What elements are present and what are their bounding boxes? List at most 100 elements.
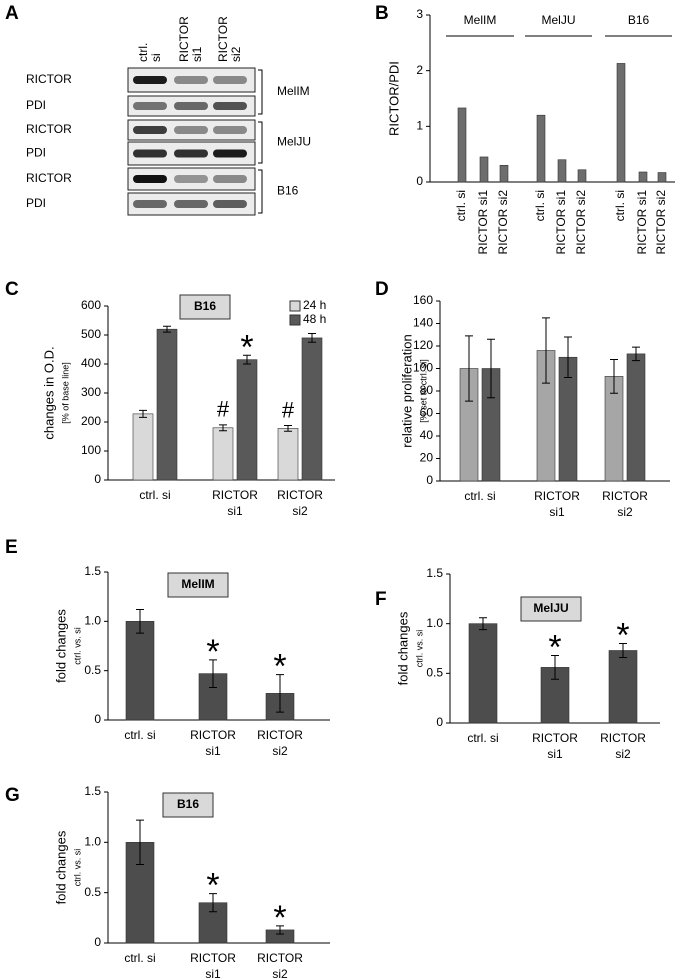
lane-label: ctrl.: [136, 43, 150, 62]
y-tick-label: 60: [420, 406, 434, 420]
blot-band: [213, 149, 247, 158]
panel-label: F: [375, 589, 387, 610]
y-tick-label: 20: [420, 451, 434, 465]
blot-band: [174, 175, 208, 183]
y-axis-label: relative proliferation: [399, 334, 414, 447]
error-bar: [136, 819, 144, 865]
x-tick-label: si1: [549, 505, 565, 519]
significance-marker: *: [206, 867, 219, 905]
blot-band: [174, 102, 208, 110]
y-tick-label: 0: [94, 472, 101, 486]
y-tick-label: 1: [416, 119, 423, 133]
error-bar: [610, 359, 618, 394]
label-box: [520, 596, 582, 622]
panel-title: MelJU: [533, 601, 568, 615]
panel-label: C: [5, 279, 19, 300]
lane-label: RICTOR: [177, 16, 191, 62]
blot-band: [133, 149, 167, 158]
bar: [236, 359, 258, 481]
x-tick-label: RICTOR: [190, 951, 236, 965]
legend-swatch: [289, 314, 301, 326]
legend-swatch: [289, 300, 301, 312]
y-tick-label: 100: [413, 361, 433, 375]
panel-title: B16: [177, 797, 199, 811]
x-tick-label: si1: [205, 744, 221, 758]
y-tick-label: 40: [420, 428, 434, 442]
y-tick-label: 400: [81, 356, 101, 370]
panel-label: D: [375, 279, 389, 300]
bar: [616, 63, 626, 183]
error-bar: [632, 346, 640, 362]
y-tick-label: 140: [413, 316, 433, 330]
blot-band: [213, 76, 247, 84]
x-tick-label: RICTOR si2: [496, 190, 510, 255]
y-axis-label: changes in O.D.: [41, 346, 56, 439]
blot-strip: [127, 167, 256, 191]
x-tick-label: RICTOR si1: [476, 190, 490, 255]
blot-band: [174, 200, 208, 208]
y-tick-label: 0.5: [84, 885, 101, 899]
x-tick-label: ctrl. si: [139, 488, 170, 502]
y-tick-label: 200: [81, 414, 101, 428]
blot-band: [213, 102, 247, 110]
significance-marker: *: [548, 628, 561, 666]
bar: [468, 623, 498, 724]
x-tick-label: RICTOR: [534, 489, 580, 503]
group-label: MelJU: [541, 13, 575, 27]
blot-band: [174, 76, 208, 84]
blot-band: [133, 102, 167, 110]
x-tick-label: ctrl. si: [533, 190, 547, 221]
y-tick-label: 0.5: [84, 663, 101, 677]
y-axis-sublabel: ctrl. vs. si: [72, 627, 82, 665]
row-label: RICTOR: [26, 72, 72, 86]
y-tick-label: 0: [426, 473, 433, 487]
x-tick-label: si1: [227, 504, 243, 518]
significance-marker: #: [282, 397, 295, 422]
error-bar: [551, 654, 559, 680]
y-tick-label: 100: [81, 443, 101, 457]
x-tick-label: RICTOR: [532, 731, 578, 745]
significance-marker: *: [273, 899, 286, 937]
x-tick-label: si1: [205, 967, 221, 979]
bar: [557, 159, 567, 183]
panel-label: G: [5, 785, 20, 806]
blot-band: [213, 175, 247, 183]
bracket: [258, 121, 263, 164]
bar: [301, 337, 323, 481]
y-tick-label: 2: [416, 63, 423, 77]
x-tick-label: si2: [272, 967, 288, 979]
y-axis-label: fold changes: [53, 830, 68, 904]
y-tick-label: 0: [94, 935, 101, 949]
bar: [156, 328, 178, 481]
x-tick-label: RICTOR: [600, 731, 646, 745]
x-tick-label: si2: [617, 505, 633, 519]
significance-marker: *: [273, 648, 286, 686]
error-bar: [219, 424, 227, 432]
bar: [608, 650, 638, 724]
x-tick-label: RICTOR si1: [635, 190, 649, 255]
bar: [277, 428, 299, 481]
y-tick-label: 80: [420, 383, 434, 397]
group-label: MelIM: [277, 84, 310, 98]
bar: [536, 114, 546, 183]
x-tick-label: ctrl. si: [454, 190, 468, 221]
bracket: [258, 169, 263, 214]
blot-band: [133, 200, 167, 208]
y-tick-label: 1.5: [84, 564, 101, 578]
error-bar: [136, 608, 144, 634]
x-tick-label: si2: [615, 747, 631, 761]
y-tick-label: 1.0: [426, 616, 443, 630]
y-axis-label: fold changes: [395, 611, 410, 685]
y-tick-label: 1.5: [84, 784, 101, 798]
label-box: [179, 294, 231, 320]
y-tick-label: 120: [413, 338, 433, 352]
label-box: [162, 792, 214, 818]
y-tick-label: 3: [416, 7, 423, 21]
y-axis-label: fold changes: [53, 609, 68, 683]
label-box: [167, 572, 229, 598]
x-tick-label: ctrl. si: [124, 951, 155, 965]
error-bar: [209, 893, 217, 913]
y-tick-label: 0: [416, 174, 423, 188]
lane-label: si2: [229, 46, 243, 62]
row-label: PDI: [26, 98, 46, 112]
